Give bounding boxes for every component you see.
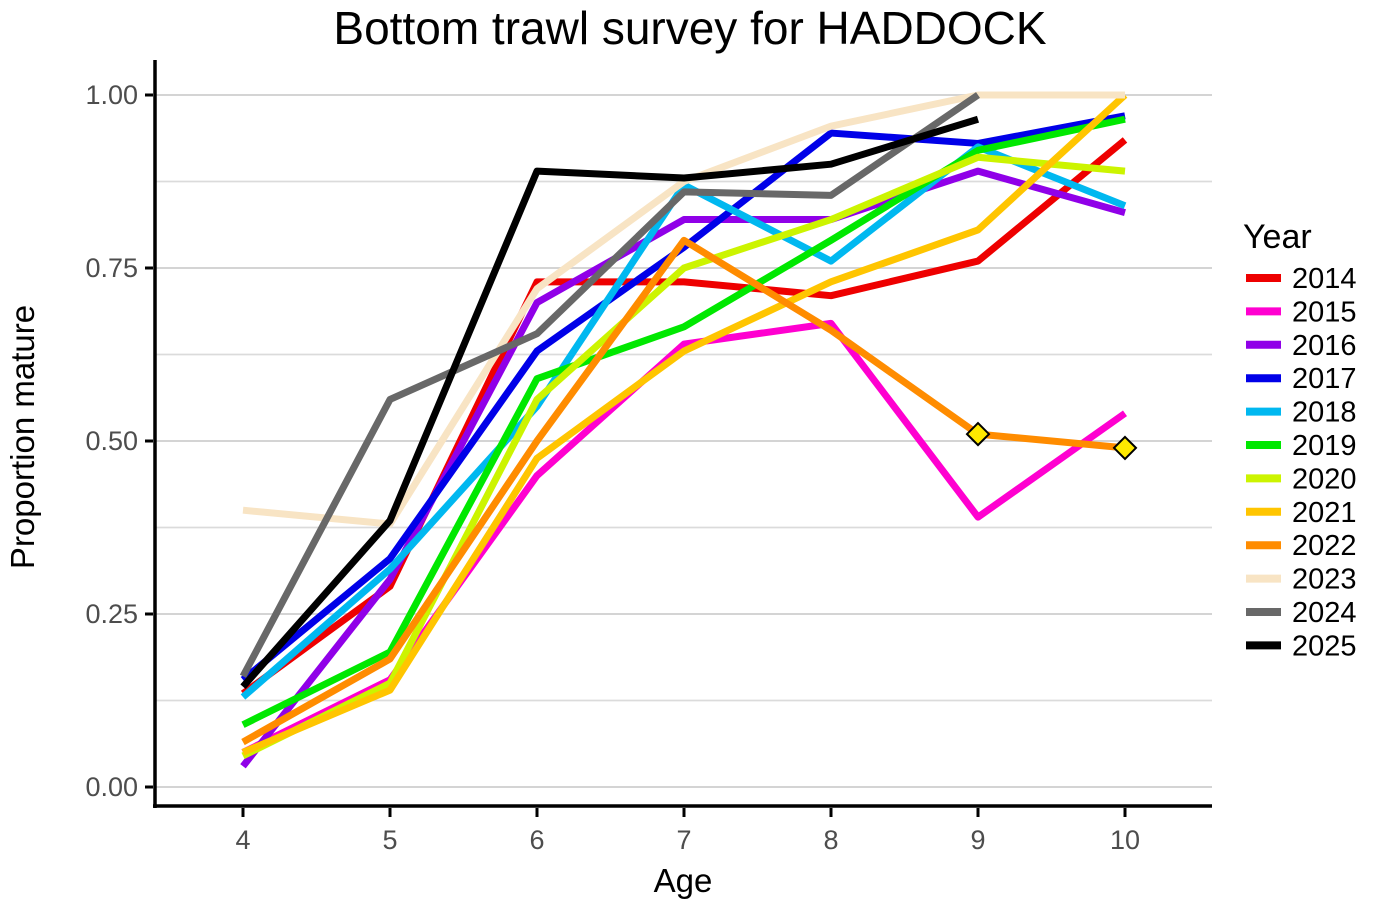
series-lines: [239, 91, 1128, 769]
y-tick-label: 1.00: [85, 80, 138, 110]
x-tick-label: 9: [970, 825, 985, 855]
diamond-marker-2022: [1112, 435, 1138, 461]
series-line-2024: [239, 92, 980, 678]
series-line-2020: [241, 153, 1126, 759]
legend: 2014201520162017201820192020202120222023…: [1246, 263, 1357, 662]
x-tick-label: 10: [1110, 825, 1140, 855]
series-line-2016: [240, 167, 1126, 769]
legend-label-2018: 2018: [1292, 397, 1357, 429]
x-tick-label: 4: [235, 825, 250, 855]
axes: [145, 60, 1212, 817]
x-tick-label: 6: [529, 825, 544, 855]
series-line-2022: [241, 236, 1126, 746]
legend-label-2021: 2021: [1292, 497, 1357, 529]
legend-label-2024: 2024: [1292, 597, 1357, 629]
legend-label-2023: 2023: [1292, 564, 1357, 596]
legend-label-2020: 2020: [1292, 463, 1357, 495]
x-axis-title: Age: [654, 862, 713, 899]
legend-title: Year: [1243, 218, 1312, 256]
legend-label-2022: 2022: [1292, 530, 1357, 562]
y-tick-label: 0.75: [85, 253, 138, 283]
y-axis-title: Proportion mature: [4, 305, 41, 569]
series-markers: [965, 421, 1138, 461]
series-line-2021: [241, 92, 1128, 756]
y-tick-label: 0.00: [85, 772, 138, 802]
diamond-marker-2022: [965, 421, 991, 447]
x-tick-label: 8: [823, 825, 838, 855]
legend-label-2025: 2025: [1292, 630, 1357, 662]
series-line-2014: [240, 137, 1128, 697]
series-line-2019: [241, 115, 1126, 728]
tick-labels: 4 5 6 7 8 9 10 0.00 0.25 0.50 0.75 1.00: [85, 80, 1140, 855]
legend-label-2015: 2015: [1292, 296, 1357, 328]
legend-label-2017: 2017: [1292, 363, 1357, 395]
x-tick-label: 5: [382, 825, 397, 855]
series-line-2025: [240, 115, 980, 689]
chart-title: Bottom trawl survey for HADDOCK: [333, 2, 1046, 54]
x-tick-label: 7: [676, 825, 691, 855]
y-tick-label: 0.50: [85, 426, 138, 456]
y-tick-label: 0.25: [85, 599, 138, 629]
legend-label-2014: 2014: [1292, 263, 1357, 295]
legend-label-2019: 2019: [1292, 430, 1357, 462]
legend-label-2016: 2016: [1292, 330, 1357, 362]
